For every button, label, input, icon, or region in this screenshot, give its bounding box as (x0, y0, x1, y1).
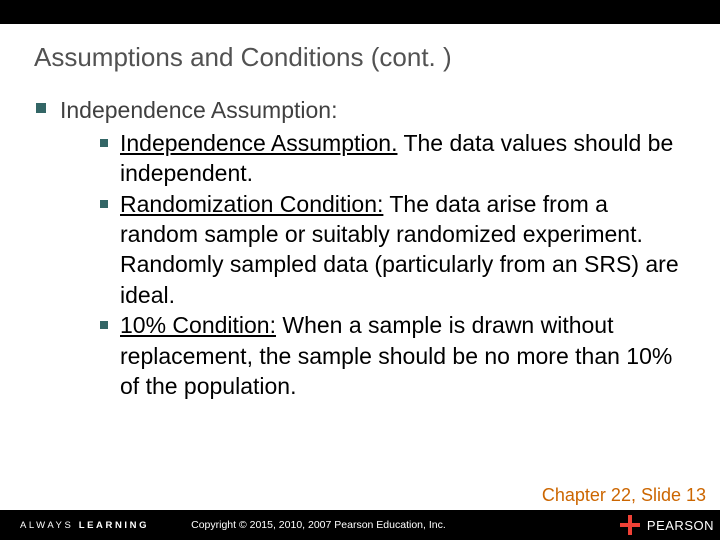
term-underlined: 10% Condition: (120, 312, 276, 338)
level1-heading: Independence Assumption: (60, 95, 686, 126)
term-underlined: Randomization Condition: (120, 191, 383, 217)
bullet-level1: Independence Assumption: Independence As… (36, 95, 686, 401)
list-item: Randomization Condition: The data arise … (100, 189, 686, 310)
top-bar (0, 0, 720, 24)
pearson-mark-icon (619, 514, 641, 536)
square-bullet-icon (100, 321, 108, 329)
pearson-logo: PEARSON (619, 514, 720, 536)
chapter-slide-label: Chapter 22, Slide 13 (542, 485, 706, 506)
term-underlined: Independence Assumption. (120, 130, 397, 156)
slide-container: Assumptions and Conditions (cont. ) Inde… (0, 0, 720, 540)
slide-title: Assumptions and Conditions (cont. ) (34, 42, 686, 73)
square-bullet-icon (100, 139, 108, 147)
square-bullet-icon (36, 103, 46, 113)
list-item-text: 10% Condition: When a sample is drawn wi… (120, 310, 686, 401)
square-bullet-icon (100, 200, 108, 208)
always-text: ALWAYS (20, 520, 79, 531)
list-item-text: Randomization Condition: The data arise … (120, 189, 686, 310)
level2-list: Independence Assumption. The data values… (100, 128, 686, 401)
learning-text: LEARNING (79, 520, 149, 531)
copyright-text: Copyright © 2015, 2010, 2007 Pearson Edu… (149, 519, 619, 531)
always-learning-tagline: ALWAYS LEARNING (0, 520, 149, 531)
list-item: Independence Assumption. The data values… (100, 128, 686, 189)
level1-body: Independence Assumption: Independence As… (60, 95, 686, 401)
list-item: 10% Condition: When a sample is drawn wi… (100, 310, 686, 401)
content-area: Assumptions and Conditions (cont. ) Inde… (0, 24, 720, 540)
pearson-wordmark: PEARSON (647, 518, 714, 533)
list-item-text: Independence Assumption. The data values… (120, 128, 686, 189)
footer-bar: ALWAYS LEARNING Copyright © 2015, 2010, … (0, 510, 720, 540)
